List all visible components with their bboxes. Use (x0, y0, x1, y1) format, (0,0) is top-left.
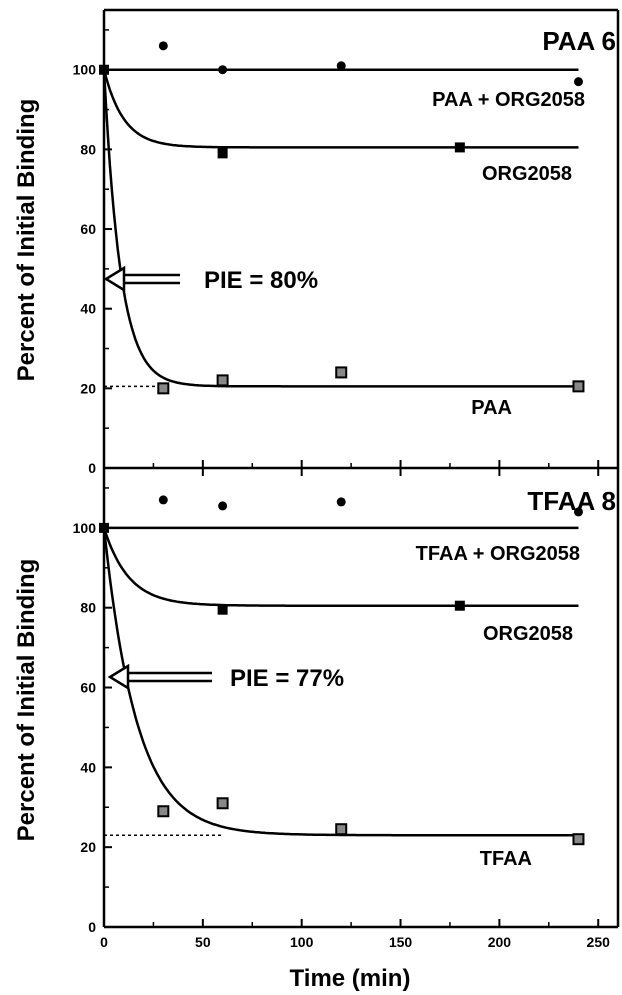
y-axis-label: Percent of Initial Binding (13, 99, 40, 382)
data-point-open-square (216, 374, 229, 387)
data-point-circle (158, 495, 168, 505)
y-tick-label: 100 (73, 62, 97, 78)
data-point-circle (218, 501, 228, 511)
x-tick-group: 0 50 100 150 200 250 (100, 919, 610, 950)
x-tick-label: 200 (488, 934, 512, 950)
data-point-open-square (216, 797, 229, 810)
data-point-circle (336, 497, 346, 507)
panel-title: PAA 6 (542, 26, 616, 56)
panel-title: TFAA 8 (527, 486, 616, 516)
y-tick-label: 0 (88, 460, 96, 476)
y-tick-label: 20 (80, 380, 96, 396)
y-tick-label: 40 (80, 301, 96, 317)
data-point-open-square (572, 380, 585, 393)
data-point-open-square (157, 382, 170, 395)
fit-curve-1 (102, 527, 579, 607)
series-label-paa: PAA (471, 397, 512, 419)
data-points (99, 495, 585, 846)
data-point-open-square (157, 805, 170, 818)
data-point-origin (99, 64, 109, 75)
y-axis-label: Percent of Initial Binding (13, 559, 40, 842)
y-tick-label: 100 (73, 520, 97, 536)
x-tick-group (103, 460, 600, 476)
series-label-org2058: ORG2058 (482, 163, 572, 185)
x-tick-label: 250 (587, 934, 611, 950)
series-label-paa-org2058: PAA + ORG2058 (432, 89, 585, 111)
series-label-tfaa-org2058: TFAA + ORG2058 (416, 543, 580, 565)
y-tick-label: 20 (80, 839, 96, 855)
y-tick-label: 60 (80, 680, 96, 696)
data-point-filled-square (217, 604, 228, 615)
pie-arrow (103, 265, 180, 293)
series-label-org2058: ORG2058 (483, 623, 573, 645)
y-tick-label: 40 (80, 759, 96, 775)
data-point-circle (573, 77, 583, 87)
x-tick-label: 150 (389, 934, 413, 950)
pie-arrow (107, 663, 212, 691)
data-point-filled-square (454, 142, 465, 153)
x-tick-label: 0 (100, 934, 108, 950)
fit-curve-2 (102, 69, 579, 388)
data-point-filled-square (217, 148, 228, 159)
data-point-origin (99, 522, 109, 533)
y-tick-label: 80 (80, 600, 96, 616)
pie-annotation: PIE = 77% (230, 665, 344, 692)
y-tick-label: 0 (88, 919, 96, 935)
x-tick-label: 100 (290, 934, 314, 950)
y-tick-group: 0 20 40 60 80 100 (73, 487, 112, 935)
data-point-circle (336, 61, 346, 71)
fit-curve-1 (102, 69, 579, 149)
data-point-circle (218, 65, 228, 75)
data-point-circle (573, 507, 583, 517)
data-point-open-square (572, 833, 585, 846)
series-label-tfaa: TFAA (480, 848, 532, 870)
x-tick-label: 50 (195, 934, 211, 950)
data-point-open-square (335, 366, 348, 379)
data-point-filled-square (454, 600, 465, 611)
pie-annotation: PIE = 80% (204, 267, 318, 294)
y-tick-label: 60 (80, 221, 96, 237)
data-point-circle (158, 41, 168, 51)
y-tick-label: 80 (80, 141, 96, 157)
panel-paa6: 0 20 40 60 80 100 PAA 6 Percent of Initial Bi… (13, 8, 620, 476)
panel-tfaa8: 0 20 40 60 80 100 0 50 100 150 200 250 TFAA 8 Perc… (13, 468, 620, 992)
x-axis-label: Time (min) (290, 965, 411, 992)
fit-curves (102, 68, 579, 388)
data-points (99, 41, 585, 395)
data-point-open-square (335, 823, 348, 836)
